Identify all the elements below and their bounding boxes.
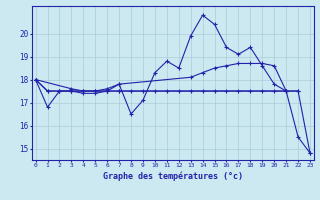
X-axis label: Graphe des températures (°c): Graphe des températures (°c) — [103, 171, 243, 181]
